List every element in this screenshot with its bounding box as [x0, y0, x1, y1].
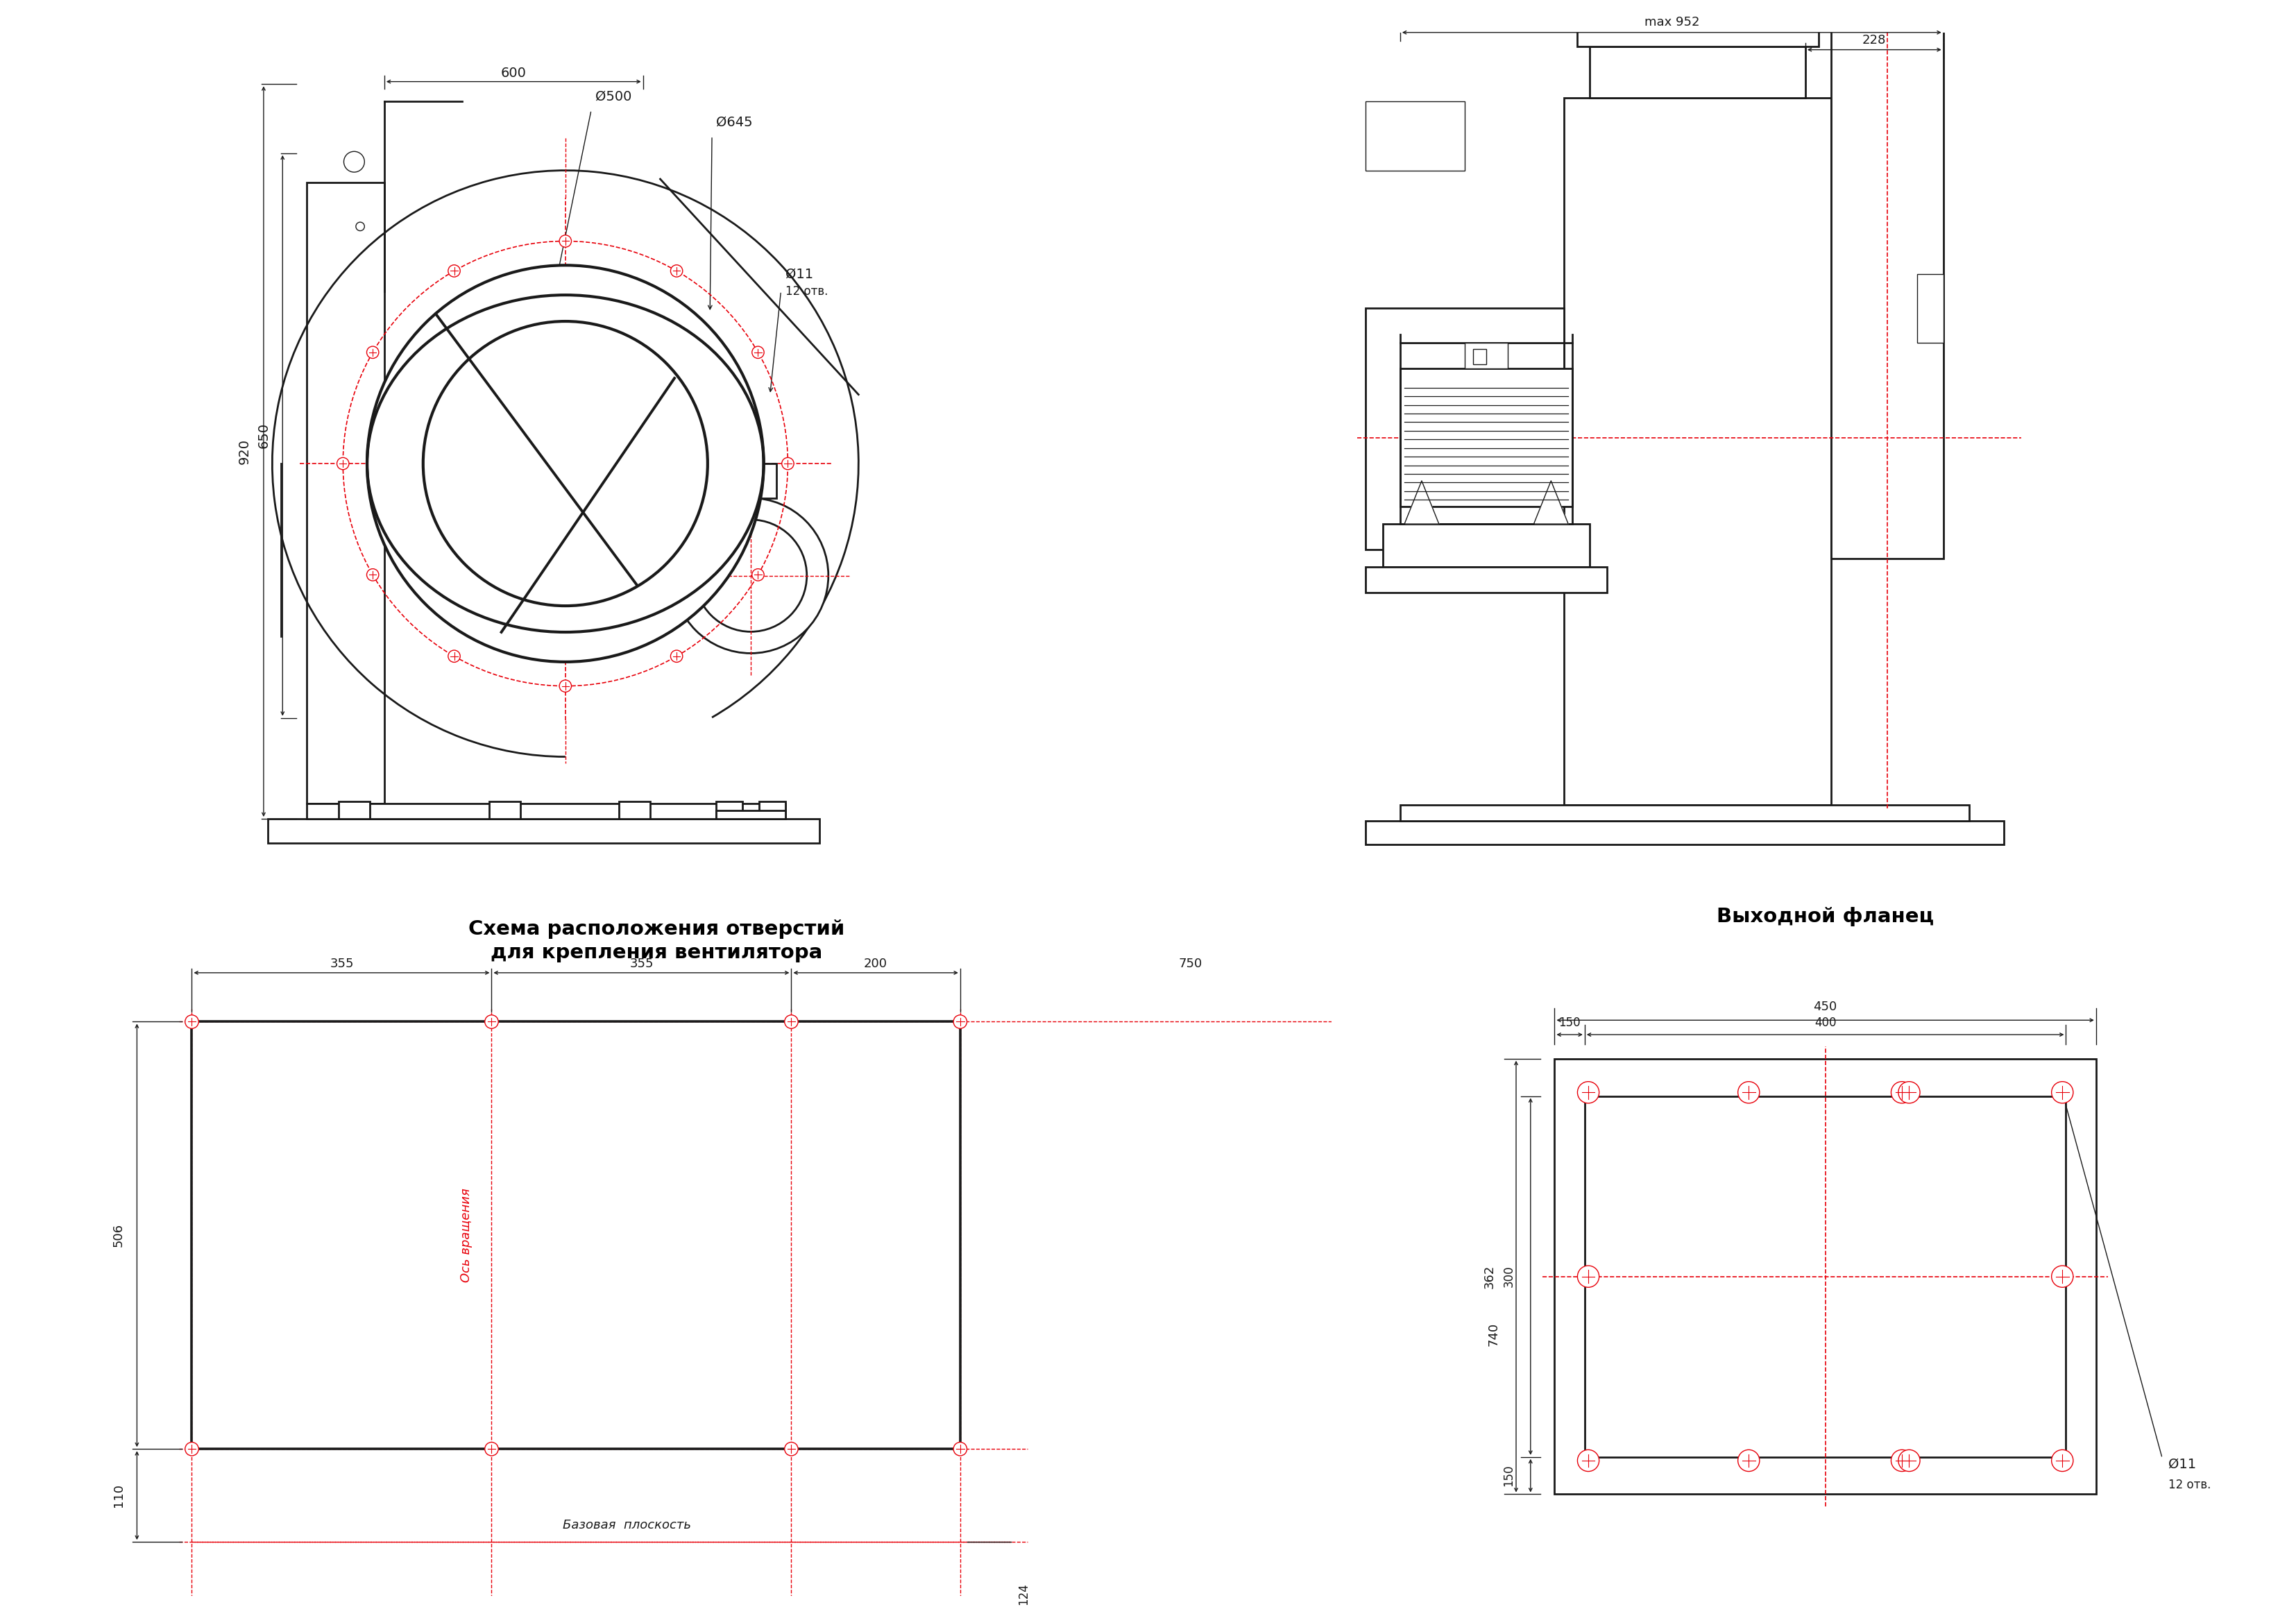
- Circle shape: [186, 1014, 197, 1029]
- Circle shape: [422, 321, 707, 605]
- Text: Ø500: Ø500: [595, 89, 631, 104]
- Text: 650: 650: [257, 422, 271, 448]
- Circle shape: [785, 1443, 799, 1456]
- Bar: [1832, 28, 1942, 558]
- Bar: [726, 464, 776, 498]
- Text: 228: 228: [1862, 34, 1887, 47]
- Circle shape: [1577, 1266, 1598, 1287]
- Text: 200: 200: [863, 958, 889, 969]
- Bar: [489, 802, 521, 820]
- Text: Выходной фланец: Выходной фланец: [1717, 907, 1933, 927]
- Text: Схема расположения отверстий: Схема расположения отверстий: [468, 919, 845, 938]
- Text: 920: 920: [239, 438, 250, 464]
- Circle shape: [2053, 1081, 2073, 1104]
- Text: Ø11: Ø11: [785, 268, 813, 281]
- Text: Ø11: Ø11: [2167, 1457, 2195, 1470]
- Bar: [1589, 47, 1805, 97]
- Text: 110: 110: [113, 1483, 124, 1508]
- Circle shape: [1577, 1081, 1598, 1104]
- Text: Базовая  плоскость: Базовая плоскость: [563, 1519, 691, 1532]
- Circle shape: [670, 265, 682, 278]
- Text: Ø645: Ø645: [716, 115, 753, 130]
- Polygon shape: [1405, 480, 1440, 524]
- Text: 124: 124: [1017, 1582, 1029, 1605]
- Circle shape: [2053, 1449, 2073, 1472]
- Bar: [1564, 97, 1832, 805]
- Circle shape: [696, 519, 806, 631]
- Circle shape: [448, 265, 459, 278]
- Circle shape: [356, 222, 365, 230]
- Text: 750: 750: [1178, 958, 1203, 969]
- Circle shape: [785, 1014, 799, 1029]
- Circle shape: [367, 568, 379, 581]
- Circle shape: [484, 1443, 498, 1456]
- Text: для крепления вентилятора: для крепления вентилятора: [491, 943, 822, 962]
- Text: 355: 355: [331, 958, 354, 969]
- Bar: [716, 802, 742, 820]
- Bar: [1401, 805, 1970, 821]
- Bar: [193, 1022, 960, 1449]
- Circle shape: [367, 346, 379, 359]
- Bar: [1554, 1058, 2096, 1495]
- Bar: [1366, 308, 1564, 550]
- Bar: [338, 802, 370, 820]
- Bar: [1401, 368, 1573, 506]
- Circle shape: [560, 680, 572, 691]
- Circle shape: [338, 458, 349, 469]
- Text: 150: 150: [1502, 1464, 1515, 1487]
- Bar: [620, 802, 650, 820]
- Circle shape: [670, 651, 682, 662]
- Circle shape: [1738, 1081, 1759, 1104]
- Circle shape: [753, 346, 765, 359]
- Circle shape: [2053, 1266, 2073, 1287]
- Text: 400: 400: [1814, 1016, 1837, 1029]
- Text: 150: 150: [1559, 1016, 1580, 1029]
- Text: 300: 300: [1502, 1266, 1515, 1287]
- Text: 600: 600: [501, 67, 526, 80]
- Circle shape: [1899, 1081, 1919, 1104]
- Circle shape: [1892, 1449, 1913, 1472]
- Text: 12 отв.: 12 отв.: [785, 286, 829, 299]
- Circle shape: [367, 265, 765, 662]
- Text: 506: 506: [113, 1224, 124, 1246]
- Text: 450: 450: [1814, 1001, 1837, 1013]
- Bar: [1465, 342, 1508, 368]
- Circle shape: [1899, 1449, 1919, 1472]
- Bar: [1366, 821, 2004, 844]
- Text: max 952: max 952: [1644, 16, 1699, 28]
- Circle shape: [753, 568, 765, 581]
- Bar: [1577, 28, 1818, 47]
- Polygon shape: [1534, 480, 1568, 524]
- Bar: [760, 802, 785, 820]
- Bar: [1917, 274, 1942, 342]
- Circle shape: [1892, 1081, 1913, 1104]
- Text: 355: 355: [629, 958, 654, 969]
- Circle shape: [560, 235, 572, 247]
- Bar: [716, 810, 785, 820]
- Circle shape: [673, 498, 829, 654]
- Bar: [1366, 102, 1465, 170]
- Circle shape: [783, 458, 794, 469]
- Circle shape: [344, 151, 365, 172]
- Circle shape: [953, 1014, 967, 1029]
- Bar: [1382, 524, 1589, 566]
- Circle shape: [1577, 1449, 1598, 1472]
- Text: 362: 362: [1483, 1264, 1497, 1289]
- Circle shape: [484, 1014, 498, 1029]
- Circle shape: [448, 651, 459, 662]
- Circle shape: [186, 1443, 197, 1456]
- Text: 12 отв.: 12 отв.: [2167, 1479, 2211, 1492]
- Circle shape: [953, 1443, 967, 1456]
- Bar: [308, 803, 785, 820]
- Bar: [269, 818, 820, 842]
- Bar: [1366, 566, 1607, 592]
- Text: Ось вращения: Ось вращения: [459, 1188, 473, 1282]
- Bar: [1584, 1096, 2066, 1457]
- Text: 740: 740: [1488, 1323, 1499, 1345]
- Bar: [1474, 349, 1486, 365]
- Bar: [308, 182, 383, 803]
- Circle shape: [1738, 1449, 1759, 1472]
